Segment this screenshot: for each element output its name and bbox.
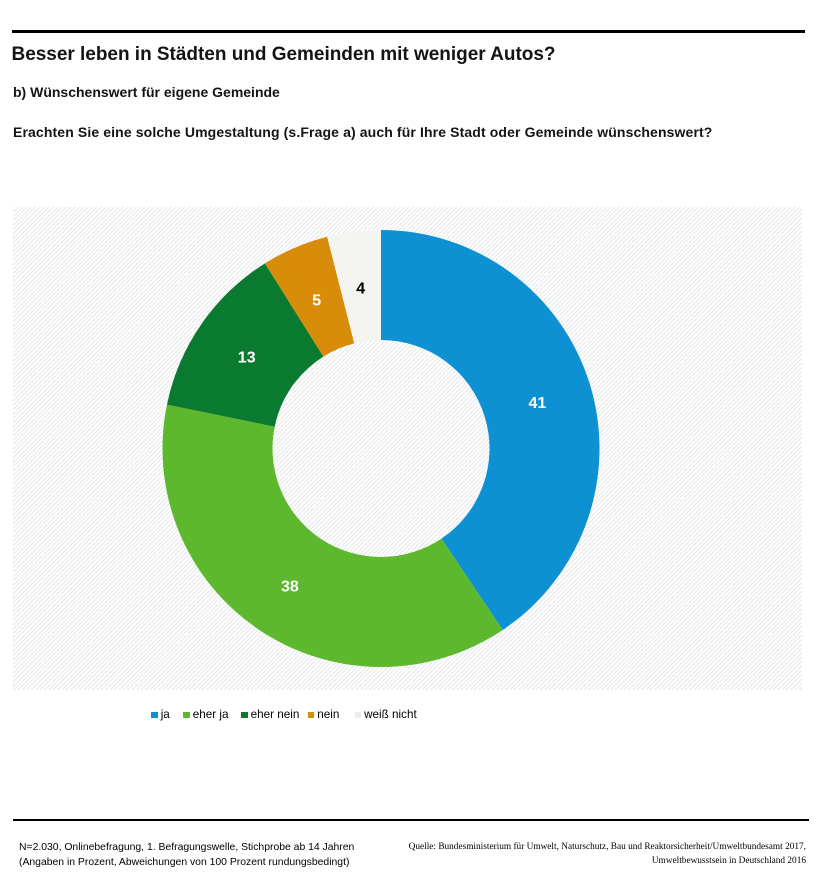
svg-text:41: 41: [529, 395, 547, 412]
svg-text:38: 38: [281, 579, 299, 596]
svg-text:13: 13: [238, 350, 256, 367]
svg-text:5: 5: [312, 292, 321, 309]
svg-text:4: 4: [356, 281, 365, 298]
